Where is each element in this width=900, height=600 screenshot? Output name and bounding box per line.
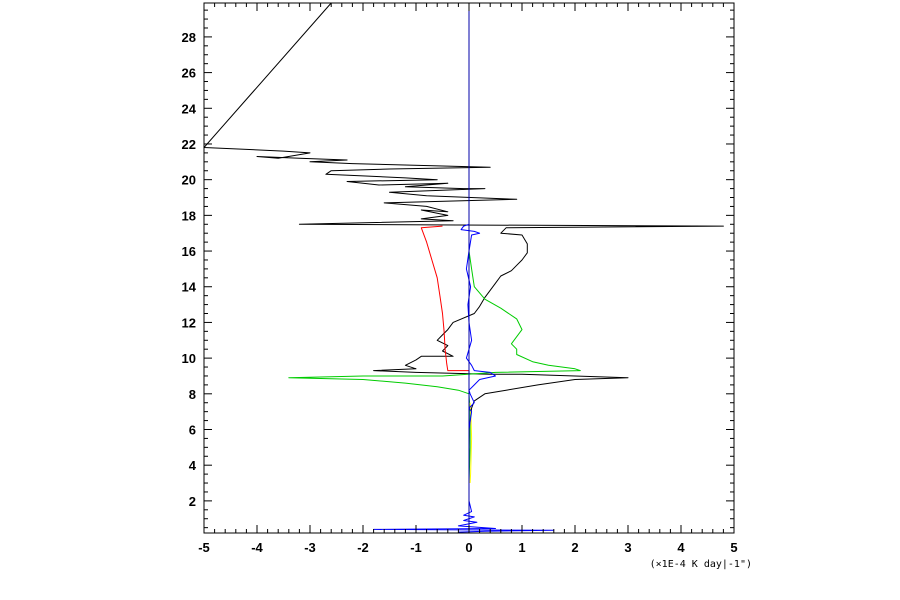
y-tick-label: 16 <box>182 244 196 259</box>
y-tick-label: 12 <box>182 315 196 330</box>
series-line-1 <box>420 225 469 372</box>
series-layer <box>203 2 724 534</box>
x-tick-label: 5 <box>730 540 737 555</box>
y-tick-label: 14 <box>182 280 197 295</box>
x-tick-label: -4 <box>251 540 263 555</box>
x-tick-label: 2 <box>571 540 578 555</box>
x-tick-label: 4 <box>677 540 685 555</box>
y-tick-label: 22 <box>182 137 196 152</box>
y-tick-label: 4 <box>189 458 197 473</box>
y-tick-label: 2 <box>189 494 196 509</box>
series-line-2 <box>288 250 581 484</box>
x-tick-label: -3 <box>304 540 316 555</box>
y-tick-label: 24 <box>182 101 197 116</box>
x-tick-label: -5 <box>198 540 210 555</box>
x-tick-label: -1 <box>410 540 422 555</box>
y-tick-label: 6 <box>189 422 196 437</box>
y-tick-label: 26 <box>182 66 196 81</box>
y-tick-label: 18 <box>182 208 196 223</box>
x-tick-label: 0 <box>465 540 472 555</box>
series-line-0 <box>203 2 724 533</box>
y-tick-label: 28 <box>182 30 196 45</box>
x-tick-label: 1 <box>518 540 525 555</box>
x-tick-label: 3 <box>624 540 631 555</box>
x-axis-unit-label: (×1E-4 K day|-1") <box>650 559 752 570</box>
y-tick-label: 8 <box>189 387 196 402</box>
y-tick-label: 10 <box>182 351 196 366</box>
x-tick-label: -2 <box>357 540 369 555</box>
y-tick-label: 20 <box>182 173 196 188</box>
